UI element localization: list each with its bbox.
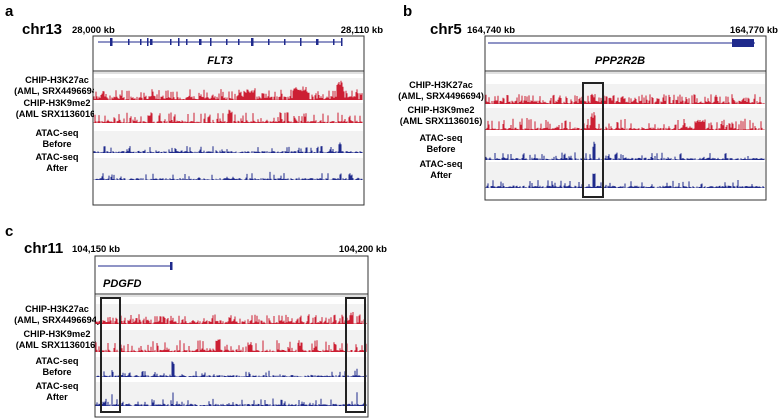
track-label: (AML, SRX4496694)	[398, 91, 484, 101]
gene-exon	[341, 38, 343, 46]
track-label: ATAC-seq	[419, 133, 462, 143]
gene-exon	[284, 39, 286, 45]
signal-tracks	[485, 84, 765, 188]
gene-exon	[140, 39, 142, 45]
signal-h3k27ac	[93, 80, 363, 100]
track-background	[96, 382, 367, 406]
track-label: CHIP-H3K9me2	[24, 98, 91, 108]
signal-h3k27ac	[95, 312, 367, 324]
gene-exon	[333, 39, 335, 45]
track-label: ATAC-seq	[35, 128, 78, 138]
signal-atac	[485, 173, 765, 188]
panel-letter: a	[5, 3, 14, 20]
chromosome-label: chr13	[22, 21, 62, 38]
gene-name: FLT3	[207, 55, 232, 67]
signal-atac	[485, 141, 765, 160]
track-label: After	[46, 392, 68, 402]
track-background	[486, 136, 765, 160]
track-label: Before	[426, 144, 455, 154]
signal-h3k27ac	[485, 93, 765, 104]
coordinate-end: 104,200 kb	[339, 244, 387, 255]
track-label: CHIP-H3K9me2	[24, 329, 91, 339]
track-label: CHIP-H3K27ac	[25, 75, 89, 85]
track-background	[94, 158, 363, 180]
panel-letter: b	[403, 3, 412, 20]
coordinate-start: 104,150 kb	[72, 244, 120, 255]
track-label: CHIP-H3K9me2	[408, 105, 475, 115]
coordinate-end: 164,770 kb	[730, 25, 778, 36]
signal-atac	[95, 361, 367, 377]
gene-model	[98, 262, 173, 270]
signal-atac	[93, 142, 363, 153]
gene-exon	[147, 38, 149, 46]
gene-name: PDGFD	[103, 278, 142, 290]
gene-exon	[238, 39, 240, 45]
gene-exon	[170, 262, 173, 270]
signal-atac	[93, 171, 363, 180]
track-label: (AML SRX1136016)	[16, 340, 99, 350]
gene-exon	[170, 39, 172, 45]
track-label: After	[430, 170, 452, 180]
gene-exon	[210, 38, 212, 46]
track-label: (AML, SRX4496694)	[14, 315, 100, 325]
gene-name: PPP2R2B	[595, 55, 645, 67]
gene-exon	[251, 38, 254, 46]
track-background	[94, 131, 363, 153]
highlight-box	[100, 297, 121, 413]
gene-model	[98, 38, 343, 46]
track-label: ATAC-seq	[35, 152, 78, 162]
chromosome-label: chr11	[24, 240, 63, 257]
signal-h3k9me2	[485, 112, 765, 130]
gene-exon	[110, 38, 113, 46]
signal-tracks	[95, 304, 367, 406]
gene-exon	[128, 39, 130, 45]
highlight-box	[582, 82, 604, 198]
gene-model	[488, 39, 755, 47]
panel-a: a chr13 28,000 kb 28,110 kb FLT3 CHIP-H3…	[5, 3, 383, 206]
signal-tracks	[93, 78, 363, 180]
track-label: Before	[42, 139, 71, 149]
gene-exon	[300, 38, 302, 46]
track-label: After	[46, 163, 68, 173]
track-label: ATAC-seq	[35, 381, 78, 391]
track-label: Before	[42, 367, 71, 377]
gene-exon	[316, 39, 319, 45]
chromosome-label: chr5	[430, 21, 462, 38]
track-label: (AML SRX1136016)	[400, 116, 483, 126]
track-label: (AML, SRX4496694)	[14, 86, 100, 96]
gene-exon	[226, 39, 228, 45]
track-label: (AML SRX1136016)	[16, 109, 99, 119]
coordinate-end: 28,110 kb	[341, 25, 383, 36]
coordinate-start: 28,000 kb	[72, 25, 115, 36]
gene-exon	[732, 39, 754, 47]
signal-h3k9me2	[95, 339, 367, 352]
gene-exon	[178, 38, 180, 46]
track-label: CHIP-H3K27ac	[25, 304, 89, 314]
coordinate-start: 164,740 kb	[467, 25, 515, 36]
track-label: CHIP-H3K27ac	[409, 80, 473, 90]
track-label: ATAC-seq	[419, 159, 462, 169]
panel-c: c chr11 104,150 kb 104,200 kb PDGFD CHIP…	[5, 223, 387, 418]
signal-h3k9me2	[93, 109, 363, 123]
highlight-box	[345, 297, 366, 413]
gene-exon	[186, 39, 188, 45]
panel-b: b chr5 164,740 kb 164,770 kb PPP2R2B CHI…	[398, 3, 778, 201]
signal-atac	[95, 392, 367, 406]
panel-letter: c	[5, 223, 13, 240]
gene-exon	[268, 39, 270, 45]
gene-exon	[199, 39, 202, 45]
track-background	[96, 357, 367, 377]
gene-exon	[150, 39, 153, 45]
track-label: ATAC-seq	[35, 356, 78, 366]
